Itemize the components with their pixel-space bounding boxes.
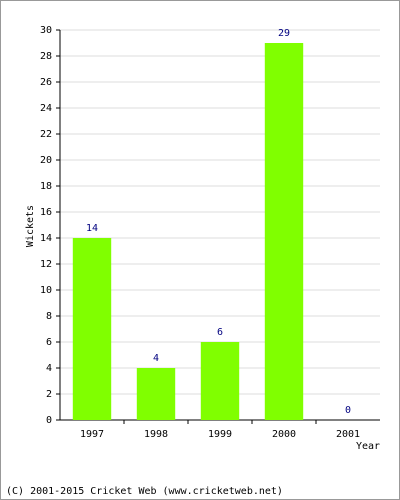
y-tick-label: 14 (40, 233, 52, 244)
x-tick-label: 1997 (80, 429, 104, 440)
y-tick-label: 26 (40, 77, 52, 88)
y-tick-label: 8 (46, 311, 52, 322)
y-tick-label: 20 (40, 155, 52, 166)
x-tick-label: 2000 (272, 429, 296, 440)
data-label: 29 (278, 28, 290, 39)
y-tick-label: 6 (46, 337, 52, 348)
y-tick-label: 4 (46, 363, 52, 374)
data-label: 4 (153, 353, 159, 364)
bar (264, 43, 304, 420)
y-tick-label: 22 (40, 129, 52, 140)
data-label: 0 (345, 405, 351, 416)
footer: (C) 2001-2015 Cricket Web (www.cricketwe… (6, 486, 283, 497)
y-tick-label: 24 (40, 103, 52, 114)
x-tick-label: 1998 (144, 429, 168, 440)
x-axis-label: Year (356, 441, 380, 452)
y-tick-label: 28 (40, 51, 52, 62)
data-label: 14 (86, 223, 98, 234)
y-tick-label: 12 (40, 259, 52, 270)
data-label: 6 (217, 327, 223, 338)
x-tick-label: 2001 (336, 429, 360, 440)
y-tick-label: 18 (40, 181, 52, 192)
y-tick-label: 10 (40, 285, 52, 296)
y-tick-label: 2 (46, 389, 52, 400)
y-tick-label: 0 (46, 415, 52, 426)
x-tick-label: 1999 (208, 429, 232, 440)
bar (136, 368, 176, 420)
y-axis-label: Wickets (25, 205, 36, 247)
bar (200, 342, 240, 420)
y-tick-label: 16 (40, 207, 52, 218)
y-tick-label: 30 (40, 25, 52, 36)
bar (72, 238, 112, 420)
